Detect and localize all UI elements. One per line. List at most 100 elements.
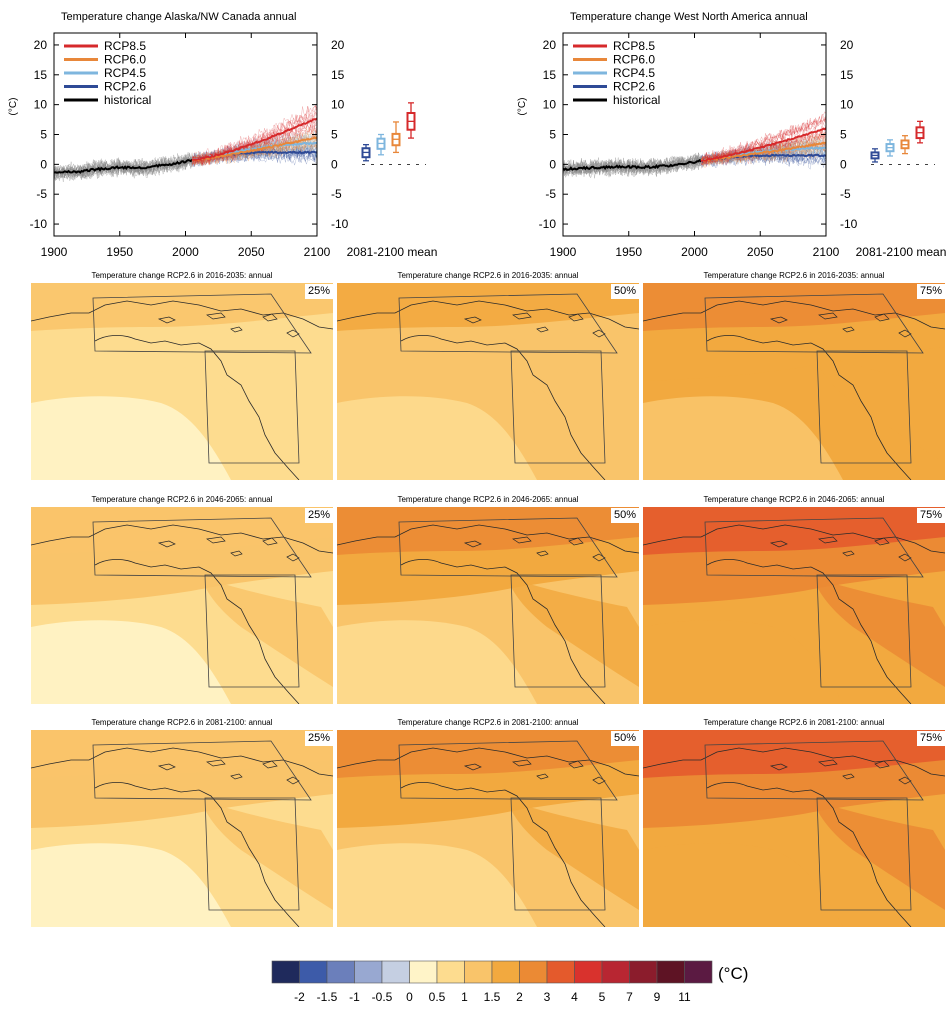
y-tick-label-right: -5 bbox=[840, 187, 851, 201]
coastline-island bbox=[286, 553, 300, 562]
region-outline-alaska bbox=[704, 517, 924, 578]
y-tick-label-right: 0 bbox=[840, 157, 847, 171]
colorbar-swatch bbox=[409, 960, 438, 984]
colorbar-swatch bbox=[354, 960, 383, 984]
coastline-island bbox=[898, 329, 912, 338]
coastline bbox=[706, 559, 912, 704]
coastline-island bbox=[262, 537, 278, 546]
scenario-model-run bbox=[191, 134, 317, 166]
map-arctic-band bbox=[337, 283, 639, 331]
temperature-map bbox=[31, 283, 333, 480]
colorbar-tick-label: -1 bbox=[349, 990, 360, 1004]
coastline-island bbox=[286, 776, 300, 785]
map-panel: Temperature change RCP2.6 in 2046-2065: … bbox=[643, 494, 945, 704]
x-tick-label: 1950 bbox=[106, 245, 133, 259]
colorbar-tick-label: 1.5 bbox=[484, 990, 501, 1004]
map-interior-band bbox=[813, 353, 945, 463]
colorbar-tick-label: 9 bbox=[654, 990, 661, 1004]
colorbar-swatch bbox=[326, 960, 355, 984]
series-line-RCP8.5 bbox=[700, 127, 826, 163]
temperature-map bbox=[337, 283, 639, 480]
colorbar-tick-label: 0 bbox=[406, 990, 413, 1004]
map-arctic-band bbox=[31, 283, 333, 331]
coastline-island bbox=[818, 312, 838, 320]
coastline-island bbox=[536, 550, 549, 557]
region-outline-alaska bbox=[398, 740, 618, 801]
region-outline-west-north-america bbox=[204, 350, 300, 464]
coastline-island bbox=[568, 537, 584, 546]
coastline-island bbox=[568, 313, 584, 322]
x-tick-label: 2000 bbox=[172, 245, 199, 259]
y-tick-label: 15 bbox=[34, 68, 48, 82]
y-tick-label: 0 bbox=[549, 157, 556, 171]
scenario-model-run bbox=[700, 119, 826, 166]
colorbar-swatch bbox=[546, 960, 575, 984]
historical-mean-line bbox=[54, 158, 193, 174]
colorbar-tick-label: 7 bbox=[626, 990, 633, 1004]
legend-label: RCP4.5 bbox=[104, 66, 146, 80]
colorbar-tick-label: 4 bbox=[571, 990, 578, 1004]
y-tick-label: 5 bbox=[40, 128, 47, 142]
scenario-model-run bbox=[191, 104, 317, 166]
coastline-island bbox=[874, 313, 890, 322]
map-interior-band bbox=[507, 800, 639, 910]
coastline-island bbox=[842, 773, 855, 780]
coastline bbox=[400, 559, 606, 704]
ts-title-west-north-america: Temperature change West North America an… bbox=[570, 11, 808, 23]
coastline-island bbox=[463, 763, 482, 771]
scenario-model-run bbox=[191, 130, 317, 168]
legend-label: RCP2.6 bbox=[613, 80, 655, 94]
colorbar-swatch bbox=[601, 960, 630, 984]
map-interior-band bbox=[201, 353, 333, 463]
box-label: 2081-2100 mean bbox=[856, 245, 947, 259]
region-outline-alaska bbox=[92, 740, 312, 801]
legend-label: RCP8.5 bbox=[104, 39, 146, 53]
coastline-island bbox=[769, 763, 788, 771]
historical-mean-line bbox=[563, 158, 702, 172]
temperature-map bbox=[643, 283, 945, 480]
scenario-model-run bbox=[700, 150, 826, 170]
colorbar-swatch bbox=[629, 960, 658, 984]
colorbar-tick-label: -0.5 bbox=[372, 990, 393, 1004]
colorbar-tick-label: 1 bbox=[461, 990, 468, 1004]
y-tick-label-right: -5 bbox=[331, 187, 342, 201]
colorbar-swatch bbox=[464, 960, 493, 984]
colorbar-tick-label: -1.5 bbox=[317, 990, 338, 1004]
y-tick-label-right: 15 bbox=[331, 68, 345, 82]
scenario-model-run bbox=[700, 150, 826, 169]
region-outline-west-north-america bbox=[816, 574, 912, 688]
scenario-model-run bbox=[700, 146, 826, 166]
colorbar-swatch bbox=[491, 960, 520, 984]
y-tick-label-right: -10 bbox=[331, 217, 349, 231]
map-title: Temperature change RCP2.6 in 2016-2035: … bbox=[397, 271, 579, 280]
map-panel: Temperature change RCP2.6 in 2081-2100: … bbox=[643, 717, 945, 927]
region-outline-west-north-america bbox=[204, 797, 300, 911]
scenario-model-run bbox=[191, 148, 317, 165]
legend-label: RCP2.6 bbox=[104, 80, 146, 94]
map-panel: Temperature change RCP2.6 in 2046-2065: … bbox=[31, 494, 333, 704]
coastline bbox=[94, 335, 300, 480]
map-panel: Temperature change RCP2.6 in 2081-2100: … bbox=[31, 717, 333, 927]
coastline-island bbox=[769, 316, 788, 324]
x-tick-label: 1950 bbox=[615, 245, 642, 259]
y-tick-label-right: 0 bbox=[331, 157, 338, 171]
x-tick-label: 2100 bbox=[813, 245, 840, 259]
region-outline-west-north-america bbox=[510, 574, 606, 688]
map-arctic-band bbox=[31, 507, 333, 555]
coastline-island bbox=[898, 776, 912, 785]
coastline-island bbox=[286, 329, 300, 338]
coastline bbox=[643, 747, 945, 777]
y-tick-label: 10 bbox=[34, 98, 48, 112]
coastline bbox=[337, 524, 639, 554]
y-tick-label-right: 10 bbox=[331, 98, 345, 112]
region-outline-alaska bbox=[704, 740, 924, 801]
legend-label: RCP6.0 bbox=[104, 53, 146, 67]
map-pacific-field bbox=[643, 620, 843, 704]
y-tick-label: 5 bbox=[549, 128, 556, 142]
map-arctic-band bbox=[643, 283, 945, 331]
coastline-island bbox=[230, 550, 243, 557]
colorbar-swatch bbox=[656, 960, 685, 984]
coastline-island bbox=[463, 540, 482, 548]
colorbar-tick-label: 0.5 bbox=[429, 990, 446, 1004]
region-outline-alaska bbox=[398, 517, 618, 578]
